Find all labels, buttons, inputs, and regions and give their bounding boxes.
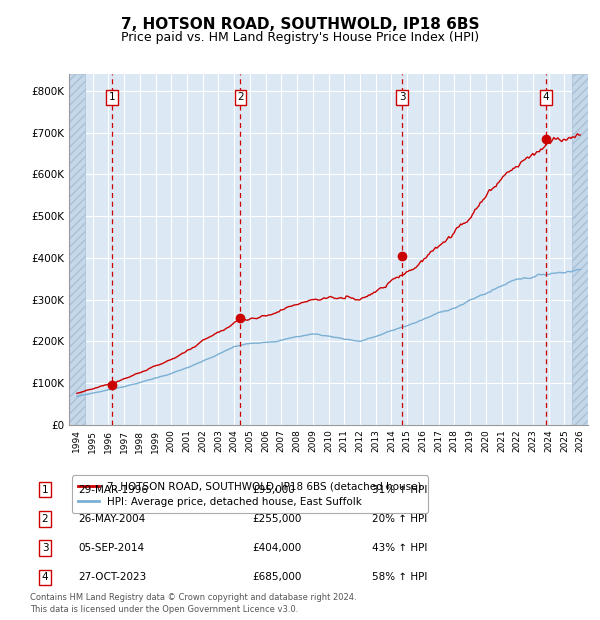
- Text: 4: 4: [542, 92, 549, 102]
- Text: Price paid vs. HM Land Registry's House Price Index (HPI): Price paid vs. HM Land Registry's House …: [121, 31, 479, 43]
- Text: £685,000: £685,000: [252, 572, 301, 582]
- Text: 31% ↑ HPI: 31% ↑ HPI: [372, 485, 427, 495]
- Text: 27-OCT-2023: 27-OCT-2023: [78, 572, 146, 582]
- Bar: [69, 74, 85, 425]
- Text: 1: 1: [41, 485, 49, 495]
- Text: 4: 4: [41, 572, 49, 582]
- Bar: [572, 74, 588, 425]
- Text: 29-MAR-1996: 29-MAR-1996: [78, 485, 148, 495]
- Text: 7, HOTSON ROAD, SOUTHWOLD, IP18 6BS: 7, HOTSON ROAD, SOUTHWOLD, IP18 6BS: [121, 17, 479, 32]
- Text: 2: 2: [237, 92, 244, 102]
- Text: £404,000: £404,000: [252, 543, 301, 553]
- Text: 05-SEP-2014: 05-SEP-2014: [78, 543, 144, 553]
- Text: 3: 3: [41, 543, 49, 553]
- Text: 43% ↑ HPI: 43% ↑ HPI: [372, 543, 427, 553]
- Text: 20% ↑ HPI: 20% ↑ HPI: [372, 514, 427, 524]
- Text: 1: 1: [109, 92, 115, 102]
- Text: 3: 3: [399, 92, 406, 102]
- Legend: 7, HOTSON ROAD, SOUTHWOLD, IP18 6BS (detached house), HPI: Average price, detach: 7, HOTSON ROAD, SOUTHWOLD, IP18 6BS (det…: [71, 476, 428, 513]
- Text: £95,000: £95,000: [252, 485, 295, 495]
- Text: 2: 2: [41, 514, 49, 524]
- Text: 58% ↑ HPI: 58% ↑ HPI: [372, 572, 427, 582]
- Text: 26-MAY-2004: 26-MAY-2004: [78, 514, 145, 524]
- Text: Contains HM Land Registry data © Crown copyright and database right 2024.
This d: Contains HM Land Registry data © Crown c…: [30, 593, 356, 614]
- Text: £255,000: £255,000: [252, 514, 301, 524]
